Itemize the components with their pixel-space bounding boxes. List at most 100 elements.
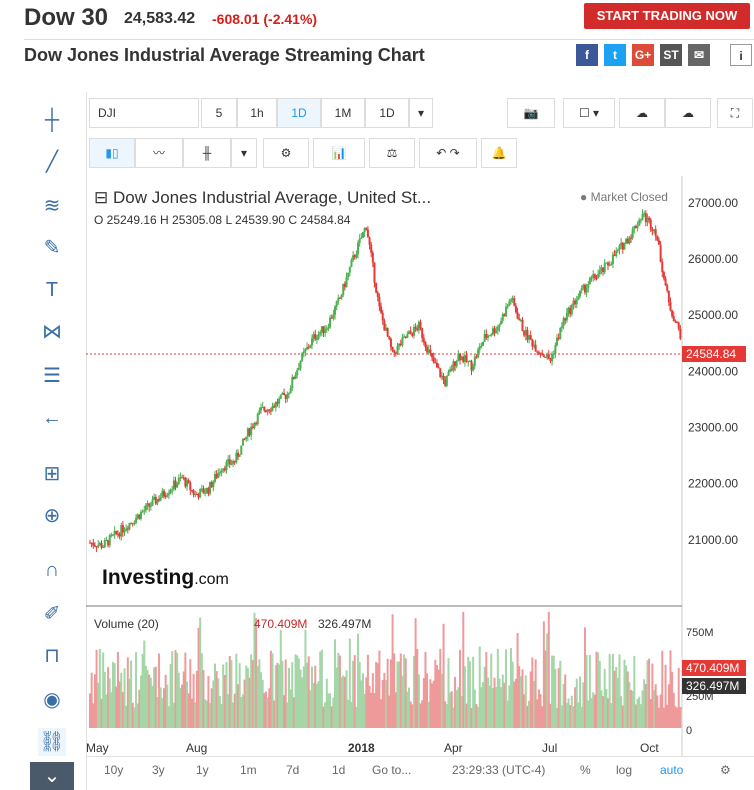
volume-bar: [92, 703, 95, 728]
brush-icon[interactable]: ✎: [43, 237, 61, 259]
volume-bar: [657, 707, 660, 728]
template-icon[interactable]: ☐ ▾: [563, 98, 615, 128]
auto-toggle[interactable]: auto: [660, 763, 684, 777]
chart-type-chevron-icon[interactable]: ▾: [231, 138, 257, 168]
range-10y[interactable]: 10y: [104, 763, 124, 777]
price-chart[interactable]: 24584.84 21000.00 22000.00 23000.00 24000.0…: [86, 176, 754, 756]
lock-icon[interactable]: ⊓: [44, 645, 60, 667]
candle-body: [126, 528, 129, 530]
chart-widget: DJI 5 1h 1D 1M 1D ▾ 📷 ☐ ▾ ☁ ☁ ⛶ ▮▯ 〰 ╫ ▾…: [86, 92, 754, 790]
range-7d[interactable]: 7d: [286, 763, 300, 777]
chevron-down-icon[interactable]: ⌄: [30, 762, 74, 790]
info-icon[interactable]: i: [730, 44, 752, 66]
volume-bar: [447, 658, 450, 728]
candle-body: [509, 299, 512, 302]
start-trading-button[interactable]: START TRADING NOW: [584, 3, 750, 29]
eye-icon[interactable]: ◉: [43, 689, 61, 711]
candle-body: [616, 249, 619, 251]
range-1d[interactable]: 1d: [332, 763, 346, 777]
collapse-icon[interactable]: ⊟: [94, 188, 113, 207]
interval-5[interactable]: 5: [201, 98, 237, 128]
volume-bar: [353, 655, 356, 728]
candle-body: [587, 284, 590, 288]
volume-bar: [667, 684, 670, 728]
indicators-icon[interactable]: 📊: [313, 138, 365, 168]
goto-button[interactable]: Go to...: [372, 763, 412, 777]
candle-body: [611, 254, 614, 264]
candle-body: [253, 423, 256, 428]
volume-bar: [98, 648, 101, 728]
range-1m[interactable]: 1m: [240, 763, 257, 777]
cloud-download-icon[interactable]: ☁: [619, 98, 665, 128]
volume-bar: [671, 671, 674, 728]
chart-legend[interactable]: ⊟ Dow Jones Industrial Average, United S…: [94, 188, 431, 208]
email-share-icon[interactable]: ✉: [688, 44, 710, 66]
log-toggle[interactable]: log: [616, 763, 633, 777]
volume-bar: [565, 703, 568, 728]
link-icon[interactable]: ⛓: [38, 728, 66, 756]
volume-bar: [574, 687, 577, 728]
volume-bar: [144, 665, 147, 728]
area-chart-icon[interactable]: 〰: [135, 138, 183, 168]
facebook-share-icon[interactable]: f: [576, 44, 598, 66]
candle-body: [454, 361, 457, 367]
range-3y[interactable]: 3y: [152, 763, 165, 777]
candle-body: [653, 229, 656, 232]
interval-1d-dropdown[interactable]: 1D: [365, 98, 409, 128]
interval-1m[interactable]: 1M: [321, 98, 365, 128]
candle-body: [186, 480, 189, 487]
volume-bar: [462, 611, 465, 728]
candle-body: [292, 377, 295, 380]
lock-drawing-icon[interactable]: ✐: [43, 603, 61, 625]
measure-icon[interactable]: ⊞: [43, 463, 61, 485]
candle-body: [613, 254, 616, 256]
settings-icon[interactable]: ⚙: [720, 763, 731, 777]
magnet-icon[interactable]: ∩: [44, 559, 60, 581]
volume-bar: [411, 704, 414, 728]
candles-icon[interactable]: ▮▯: [89, 138, 135, 168]
interval-1d[interactable]: 1D: [277, 98, 321, 128]
candle-body: [139, 512, 142, 519]
volume-bar: [421, 700, 424, 728]
back-arrow-icon[interactable]: ←: [42, 407, 62, 429]
stocktwits-share-icon[interactable]: ST: [660, 44, 682, 66]
volume-bar: [498, 678, 501, 728]
twitter-share-icon[interactable]: t: [604, 44, 626, 66]
pitchfork-icon[interactable]: ≋: [43, 195, 61, 217]
compare-icon[interactable]: ⚖: [369, 138, 415, 168]
candle-body: [330, 317, 333, 319]
google-plus-share-icon[interactable]: G+: [632, 44, 654, 66]
interval-chevron-icon[interactable]: ▾: [409, 98, 433, 128]
symbol-input[interactable]: DJI: [89, 98, 199, 128]
candle-body: [271, 405, 274, 411]
pattern-icon[interactable]: ⋈: [42, 321, 62, 343]
candle-body: [112, 534, 115, 536]
zoom-in-icon[interactable]: ⊕: [43, 505, 61, 527]
cloud-upload-icon[interactable]: ☁: [665, 98, 711, 128]
fullscreen-icon[interactable]: ⛶: [717, 98, 753, 128]
candle-body: [261, 407, 264, 409]
candle-body: [666, 285, 669, 291]
trend-line-icon[interactable]: ╱: [45, 151, 59, 173]
candle-body: [138, 514, 141, 519]
camera-icon[interactable]: 📷: [507, 98, 555, 128]
interval-1h[interactable]: 1h: [237, 98, 277, 128]
volume-bar: [327, 693, 330, 728]
bars-icon[interactable]: ╫: [183, 138, 231, 168]
volume-bar: [587, 700, 590, 728]
range-bar: 10y 3y 1y 1m 7d 1d Go to... 23:29:33 (UT…: [86, 756, 754, 784]
settings-gear-icon[interactable]: ⚙: [263, 138, 309, 168]
candle-body: [358, 238, 361, 243]
candle-body: [283, 393, 286, 395]
volume-bar: [394, 692, 397, 728]
crosshair-icon[interactable]: ┼: [44, 109, 60, 131]
fib-retracement-icon[interactable]: ☰: [43, 365, 61, 387]
percent-toggle[interactable]: %: [580, 763, 591, 777]
undo-redo-icon[interactable]: ↶ ↷: [419, 138, 477, 168]
alert-bell-icon[interactable]: 🔔: [481, 138, 517, 168]
volume-bar: [126, 657, 129, 728]
text-tool-icon[interactable]: T: [45, 279, 59, 301]
volume-bar: [572, 706, 575, 728]
volume-bar: [156, 696, 159, 728]
range-1y[interactable]: 1y: [196, 763, 209, 777]
